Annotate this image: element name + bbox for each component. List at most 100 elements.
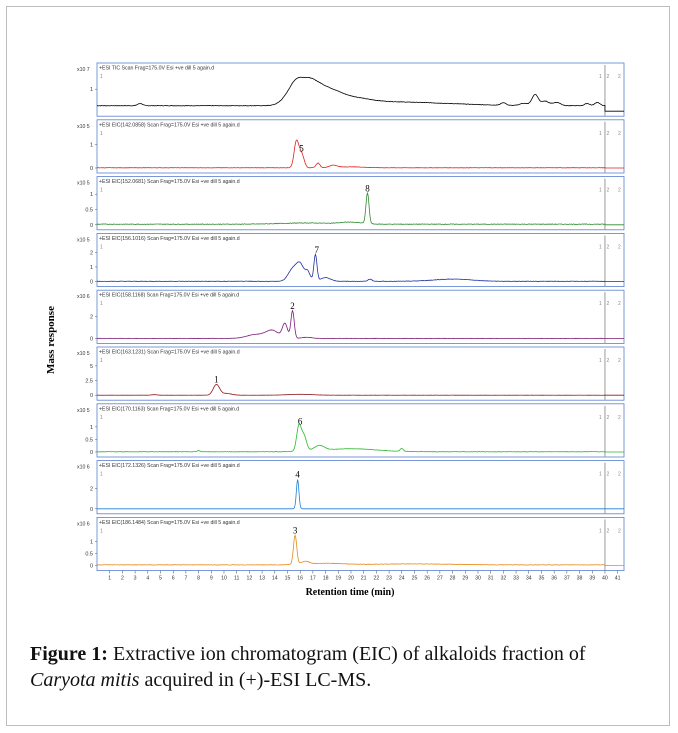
x-tick-label: 9 — [210, 576, 213, 582]
x-tick-label: 1 — [108, 576, 111, 582]
panel-header: +ESI EIC(172.1326) Scan Frag=175.0V Esi … — [99, 463, 240, 469]
panel-frame — [96, 460, 625, 515]
y-tick-label: 0 — [90, 223, 93, 229]
panel-frame — [96, 176, 625, 231]
x-tick-label: 37 — [564, 576, 570, 582]
peak-label: 3 — [293, 526, 298, 536]
series-trace — [97, 479, 624, 510]
x-tick-label: 31 — [488, 576, 494, 582]
y-tick-label: 0 — [90, 564, 93, 570]
x-tick-label: 30 — [475, 576, 481, 582]
cursor-label: 1 — [599, 301, 602, 307]
x-tick-label: 28 — [450, 576, 456, 582]
x-tick-label: 10 — [221, 576, 227, 582]
panel-header: +ESI EIC(142.0858) Scan Frag=175.0V Esi … — [99, 122, 240, 128]
panel-scale: x10 5 — [77, 181, 90, 187]
x-tick-label: 11 — [234, 576, 239, 582]
y-tick-label: 2 — [90, 314, 93, 320]
cursor-label: 1 — [599, 131, 602, 137]
panel-marker: 1 — [100, 74, 103, 80]
series-trace — [96, 191, 624, 226]
series-trace — [96, 76, 624, 112]
cursor-label: 1 — [599, 472, 602, 478]
cursor-label: 2 — [618, 415, 621, 421]
cursor-label: 2 — [618, 131, 621, 137]
x-tick-label: 34 — [526, 576, 532, 582]
panel-marker: 1 — [100, 415, 103, 421]
y-tick-label: 1 — [90, 87, 93, 93]
y-tick-label: 1 — [90, 539, 93, 545]
x-tick-label: 4 — [146, 576, 149, 582]
panel-marker: 1 — [100, 244, 103, 250]
panel-scale: x10 5 — [77, 351, 90, 357]
peak-label: 1 — [214, 375, 219, 385]
cursor-label: 2 — [606, 472, 609, 478]
panel-frame — [96, 289, 625, 344]
y-tick-label: 0 — [90, 507, 93, 513]
cursor-label: 2 — [606, 74, 609, 80]
figure-caption: Figure 1: Extractive ion chromatogram (E… — [30, 641, 650, 693]
panel-scale: x10 5 — [77, 408, 90, 414]
peak-label: 7 — [314, 245, 319, 255]
x-tick-label: 21 — [361, 576, 367, 582]
cursor-label: 2 — [606, 301, 609, 307]
series-trace — [97, 383, 624, 396]
y-tick-label: 2 — [90, 487, 93, 493]
cursor-label: 2 — [606, 131, 609, 137]
cursor-label: 1 — [599, 358, 602, 364]
caption-species: Caryota mitis — [30, 669, 140, 691]
x-tick-label: 12 — [246, 576, 252, 582]
x-tick-label: 8 — [197, 576, 200, 582]
x-tick-label: 26 — [424, 576, 430, 582]
figure-label: Figure 1: — [30, 643, 108, 665]
y-tick-label: 2.5 — [85, 379, 93, 385]
panel-header: +ESI EIC(170.1163) Scan Frag=175.0V Esi … — [99, 406, 239, 412]
panel-marker: 1 — [100, 301, 103, 307]
x-tick-label: 36 — [551, 576, 557, 582]
y-tick-label: 1 — [90, 192, 93, 198]
x-tick-label: 19 — [335, 576, 341, 582]
cursor-label: 2 — [618, 301, 621, 307]
x-tick-label: 3 — [134, 576, 137, 582]
cursor-label: 1 — [599, 74, 602, 80]
panel-marker: 1 — [100, 188, 103, 194]
series-trace — [96, 253, 624, 282]
x-tick-label: 32 — [500, 576, 506, 582]
cursor-label: 2 — [606, 528, 609, 534]
peak-label: 2 — [290, 301, 295, 311]
panel-scale: x10 5 — [77, 124, 90, 130]
cursor-label: 1 — [599, 188, 602, 194]
x-tick-label: 29 — [462, 576, 468, 582]
caption-text-after: acquired in (+)-ESI LC-MS. — [139, 669, 372, 691]
panel-scale: x10 6 — [77, 465, 90, 471]
caption-text-before: Extractive ion chromatogram (EIC) of alk… — [107, 643, 586, 665]
cursor-label: 2 — [618, 472, 621, 478]
cursor-label: 2 — [618, 358, 621, 364]
x-tick-label: 23 — [386, 576, 392, 582]
x-tick-label: 13 — [259, 576, 265, 582]
y-tick-label: 0.5 — [85, 551, 93, 557]
y-tick-label: 0.5 — [85, 437, 93, 443]
panel-frame — [96, 346, 625, 401]
x-tick-label: 7 — [184, 576, 187, 582]
series-trace — [96, 139, 624, 169]
panel-marker: 1 — [100, 528, 103, 534]
cursor-label: 2 — [618, 528, 621, 534]
x-tick-label: 40 — [602, 576, 608, 582]
panel-header: +ESI EIC(156.1016) Scan Frag=175.0V Esi … — [99, 236, 240, 242]
y-tick-label: 0 — [90, 166, 93, 172]
x-tick-label: 16 — [297, 576, 303, 582]
x-tick-label: 15 — [285, 576, 291, 582]
panel-marker: 1 — [100, 358, 103, 364]
x-tick-label: 41 — [615, 576, 621, 582]
panel-scale: x10 6 — [77, 294, 90, 300]
panel-marker: 1 — [100, 131, 103, 137]
cursor-label: 1 — [599, 415, 602, 421]
x-tick-label: 2 — [121, 576, 124, 582]
y-tick-label: 0 — [90, 450, 93, 456]
x-tick-label: 5 — [159, 576, 162, 582]
panel-header: +ESI EIC(152.0681) Scan Frag=175.0V Esi … — [99, 179, 240, 185]
panel-header: +ESI EIC(163.1231) Scan Frag=175.0V Esi … — [99, 350, 240, 356]
peak-label: 5 — [299, 144, 304, 154]
cursor-label: 2 — [606, 188, 609, 194]
